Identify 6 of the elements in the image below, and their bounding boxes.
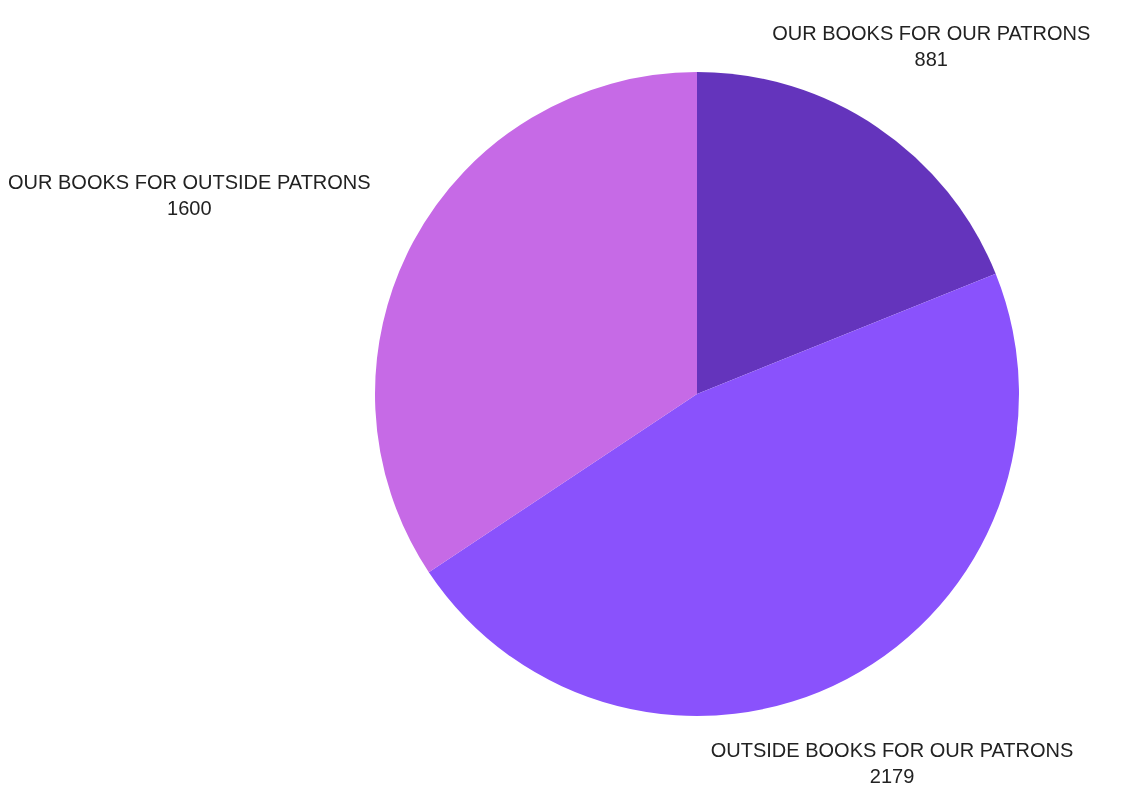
slice-label: OUTSIDE BOOKS FOR OUR PATRONS [710,738,1074,761]
data-label: 881 [914,47,948,70]
data-label: 2179 [869,764,915,787]
slice-label: OUR BOOKS FOR OUTSIDE PATRONS [7,170,371,193]
slice-label: OUR BOOKS FOR OUR PATRONS [772,21,1091,44]
data-label: 1600 [167,196,212,219]
